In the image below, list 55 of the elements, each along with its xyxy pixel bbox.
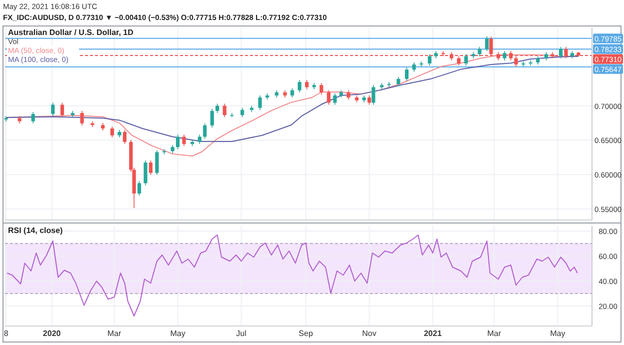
- chart-title: Australian Dollar / U.S. Dollar, 1D: [8, 28, 134, 37]
- candlestick: [502, 50, 506, 61]
- candlestick: [346, 90, 350, 100]
- candlestick: [387, 82, 391, 88]
- candlestick: [298, 80, 302, 93]
- line-series: [6, 234, 578, 316]
- candlestick: [290, 88, 294, 98]
- candlestick: [155, 150, 159, 176]
- candlestick: [216, 103, 220, 114]
- x-tick-label: 8: [4, 329, 9, 338]
- candlestick: [404, 67, 409, 82]
- x-tick-label: Sep: [298, 329, 314, 338]
- candlestick: [240, 107, 244, 118]
- candlestick: [80, 110, 84, 126]
- candlestick: [137, 180, 142, 196]
- x-tick-label: May: [550, 329, 566, 338]
- candlestick: [372, 84, 376, 106]
- candlestick: [396, 76, 400, 87]
- candlestick: [326, 90, 330, 106]
- candlestick: [528, 60, 532, 66]
- candlestick: [472, 52, 476, 59]
- candlestick: [182, 134, 186, 146]
- candlestick: [110, 126, 114, 138]
- candlestick: [464, 54, 468, 66]
- candlestick: [203, 122, 207, 140]
- candlestick: [456, 56, 461, 66]
- candlestick: [333, 92, 337, 106]
- candlestick: [485, 36, 489, 52]
- candlestick: [51, 102, 55, 116]
- candlestick: [210, 108, 214, 128]
- x-tick-label: Mar: [487, 329, 502, 338]
- candlestick: [144, 160, 148, 186]
- chart-title: RSI (14, close): [8, 226, 64, 235]
- candlestick: [60, 102, 64, 118]
- candlestick: [428, 54, 432, 66]
- candlestick: [122, 129, 126, 144]
- candlestick: [305, 80, 309, 90]
- candlestick: [478, 46, 482, 57]
- candlestick: [148, 160, 153, 176]
- candlestick: [320, 82, 324, 96]
- candlestick: [222, 103, 226, 118]
- x-tick-label: Jul: [236, 329, 247, 338]
- candlestick: [412, 62, 416, 72]
- x-tick-label: May: [170, 329, 186, 338]
- candlestick: [230, 112, 234, 118]
- x-tick-label: Nov: [362, 329, 376, 338]
- candlestick: [258, 95, 262, 110]
- x-tick-label: Mar: [107, 329, 122, 338]
- candlestick: [558, 46, 563, 59]
- x-tick-label: 2020: [42, 329, 62, 338]
- candlestick: [31, 112, 35, 124]
- x-tick-label: 2021: [424, 329, 442, 338]
- candlestick: [367, 95, 372, 106]
- candlestick: [176, 134, 180, 150]
- candlestick: [198, 134, 202, 144]
